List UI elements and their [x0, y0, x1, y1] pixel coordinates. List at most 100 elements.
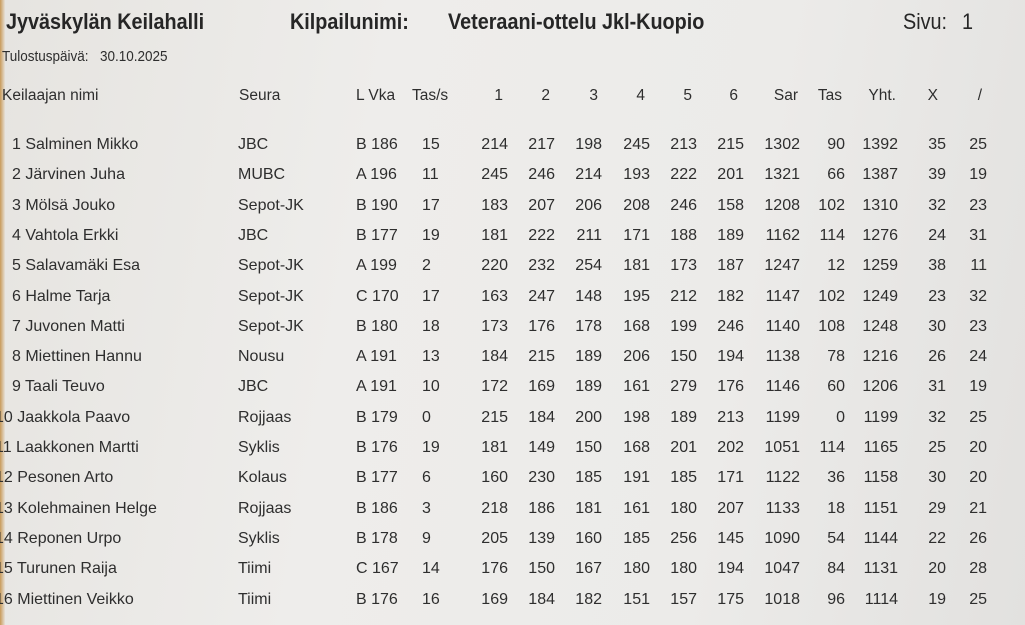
table-cell: 189	[575, 348, 602, 366]
table-cell: 25	[928, 439, 946, 456]
table-cell: JBC	[238, 378, 269, 396]
table-cell: 22	[928, 529, 946, 547]
table-cell: 201	[717, 166, 744, 184]
table-cell: 30	[928, 317, 946, 335]
table-cell: 4 Vahtola Erkki	[12, 226, 119, 244]
table-cell: 213	[670, 136, 697, 153]
table-cell: 84	[827, 560, 845, 578]
table-cell: 2 Järvinen Juha	[12, 166, 125, 184]
table-cell: 1249	[862, 287, 898, 305]
table-cell: 1138	[765, 348, 800, 366]
table-row: 10 Jaakkola Paavo Rojjaas B 179 0 215 184 200 1…	[0, 409, 1025, 439]
table-cell: 1122	[765, 469, 800, 487]
table-cell: 176	[717, 378, 744, 396]
table-cell: 222	[670, 166, 697, 184]
column-header: X	[927, 87, 938, 104]
table-cell: 1 Salminen Mikko	[12, 136, 139, 153]
table-cell: 184	[528, 590, 555, 608]
table-cell: 200	[575, 408, 602, 426]
table-cell: 30	[928, 469, 946, 487]
table-cell: B 178	[356, 529, 398, 547]
table-cell: 10	[422, 378, 440, 396]
paper-edge	[0, 0, 5, 625]
table-cell: 194	[717, 560, 744, 578]
table-cell: 1165	[863, 439, 898, 456]
table-cell: 14 Reponen Urpo	[0, 529, 122, 547]
table-cell: 18	[827, 499, 845, 517]
table-cell: 171	[623, 226, 650, 244]
column-header: 1	[494, 87, 503, 104]
table-cell: 54	[827, 529, 845, 547]
table-cell: Sepot-JK	[238, 257, 304, 275]
table-cell: 232	[528, 257, 555, 275]
table-cell: 150	[575, 439, 602, 456]
table-cell: 187	[717, 257, 744, 275]
table-cell: B 177	[356, 469, 398, 487]
table-cell: 15	[422, 136, 440, 153]
table-cell: 279	[670, 378, 697, 396]
table-cell: 14	[422, 560, 440, 578]
table-cell: 16 Miettinen Veikko	[0, 590, 134, 608]
table-cell: Sepot-JK	[238, 287, 304, 305]
table-row: 14 Reponen Urpo Syklis B 178 9 205 139 160 185 2…	[0, 530, 1025, 560]
table-cell: 114	[819, 226, 845, 244]
table-cell: 31	[969, 226, 987, 244]
column-header: Tas/s	[412, 87, 449, 104]
table-row: 2 Järvinen Juha MUBC A 196 11 245 246 214 193 22…	[0, 166, 1025, 196]
table-cell: 31	[928, 378, 946, 396]
column-header: 6	[729, 87, 738, 104]
column-header: Sar	[773, 87, 798, 104]
table-cell: 1133	[765, 499, 800, 517]
table-cell: 180	[670, 499, 697, 517]
table-row: 7 Juvonen Matti Sepot-JK B 180 18 173 176 178 1…	[0, 318, 1025, 348]
table-cell: 173	[481, 317, 508, 335]
table-cell: 178	[575, 317, 602, 335]
table-cell: Tiimi	[238, 590, 272, 608]
page-label: Sivu:	[903, 9, 948, 34]
table-cell: 176	[528, 317, 555, 335]
table-cell: B 176	[356, 590, 398, 608]
column-header: Yht.	[868, 87, 896, 104]
table-cell: 211	[576, 226, 602, 244]
table-row: 4 Vahtola Erkki JBC B 177 19 181 222 211 171 188…	[0, 227, 1025, 257]
table-cell: 1310	[862, 196, 898, 214]
table-cell: 32	[969, 287, 987, 305]
table-cell: 215	[717, 136, 744, 153]
table-cell: 160	[481, 469, 508, 487]
table-cell: 220	[481, 257, 508, 275]
table-cell: 23	[928, 287, 946, 305]
table-cell: 1321	[764, 166, 800, 184]
table-cell: 1392	[862, 136, 898, 153]
table-cell: 167	[575, 560, 602, 578]
page-number: 1	[962, 9, 974, 34]
table-cell: 218	[481, 499, 508, 517]
table-cell: 13 Kolehmainen Helge	[0, 499, 157, 517]
table-cell: 215	[528, 348, 555, 366]
table-cell: 66	[827, 166, 845, 184]
table-cell: 2	[422, 257, 431, 275]
table-cell: 1162	[765, 226, 800, 244]
table-cell: Syklis	[238, 529, 280, 547]
table-cell: 169	[481, 590, 508, 608]
table-row: 12 Pesonen Arto Kolaus B 177 6 160 230 185 191 1…	[0, 469, 1025, 499]
table-cell: 206	[623, 348, 650, 366]
table-cell: 23	[969, 196, 987, 214]
table-cell: A 191	[356, 348, 397, 366]
table-cell: 18	[422, 317, 440, 335]
table-cell: 25	[969, 590, 987, 608]
table-cell: 161	[623, 499, 650, 517]
table-row: 3 Mölsä Jouko Sepot-JK B 190 17 183 207 206 208…	[0, 197, 1025, 227]
table-cell: 1047	[764, 560, 800, 578]
print-date-label: Tulostuspäivä:	[2, 48, 89, 65]
table-cell: 102	[818, 287, 845, 305]
table-cell: B 186	[356, 499, 398, 517]
table-cell: 1140	[765, 317, 800, 335]
table-cell: 3 Mölsä Jouko	[12, 196, 116, 214]
table-cell: 1144	[863, 529, 898, 547]
table-cell: 161	[623, 378, 650, 396]
table-cell: 12	[827, 257, 845, 275]
table-cell: 184	[528, 408, 555, 426]
table-cell: 212	[670, 287, 697, 305]
table-cell: 150	[670, 348, 697, 366]
table-cell: 191	[623, 469, 650, 487]
